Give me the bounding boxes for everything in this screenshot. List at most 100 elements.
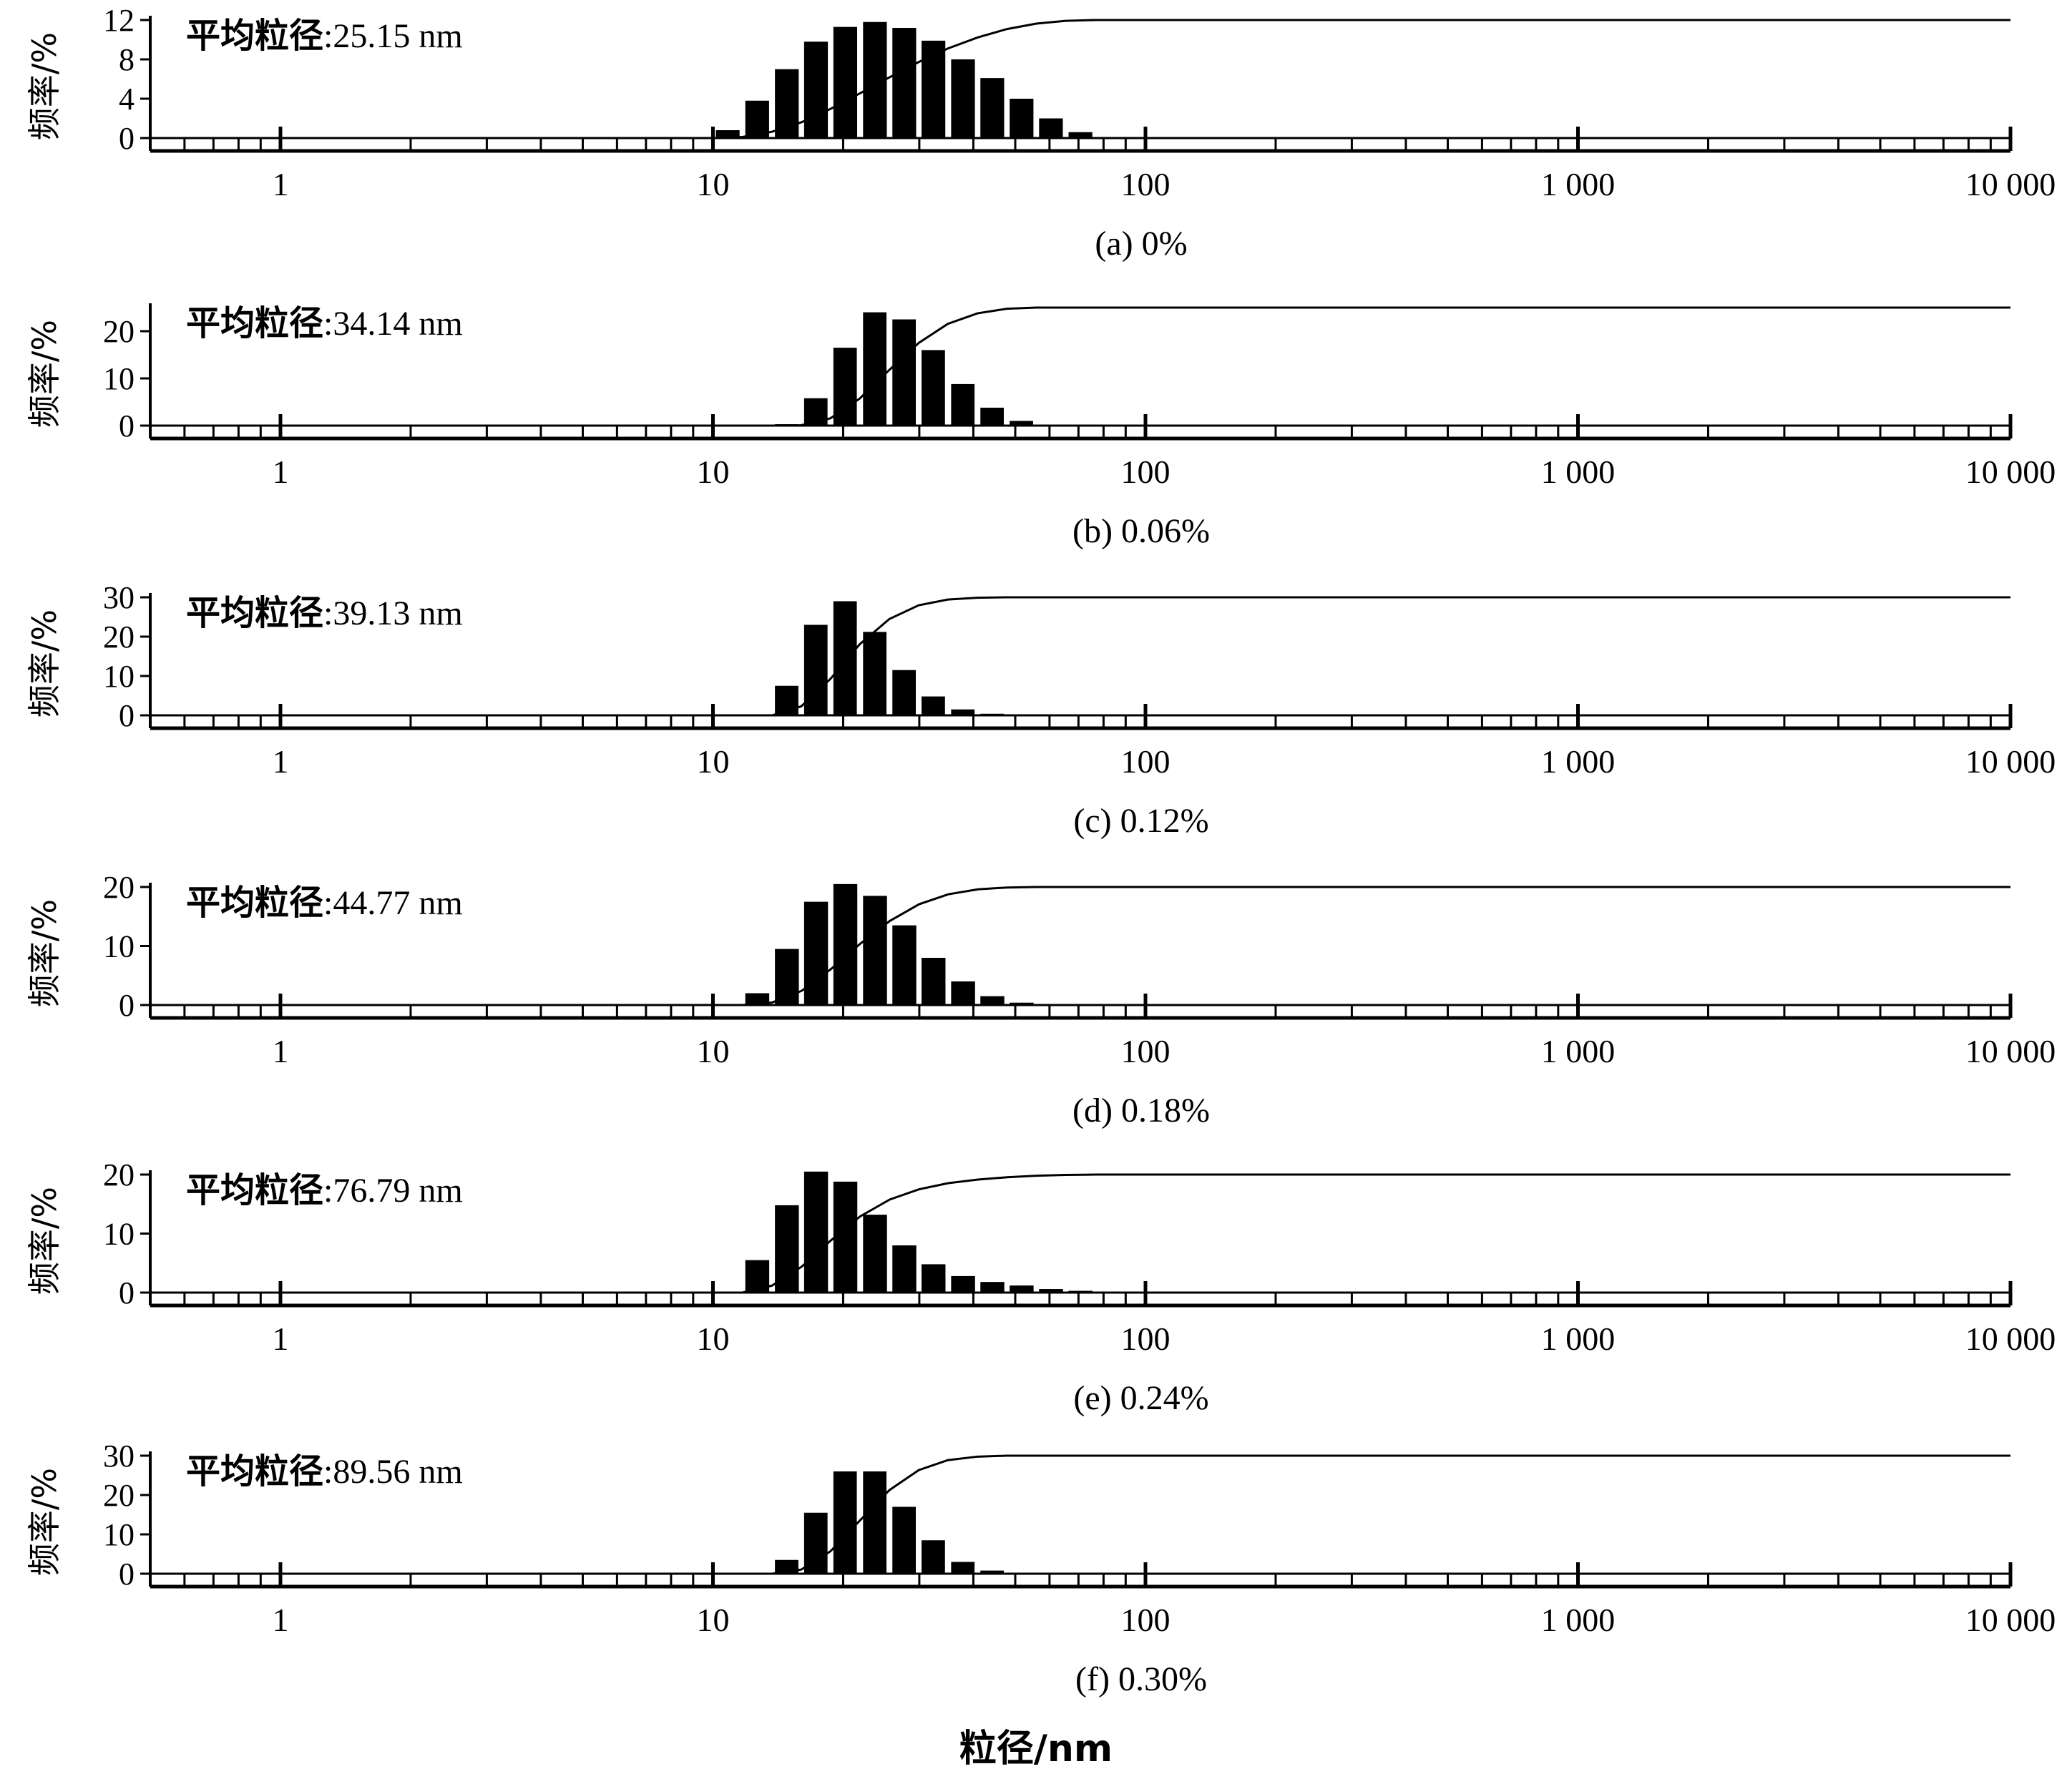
histogram-bar: [892, 1506, 917, 1574]
histogram-bar: [980, 1282, 1005, 1293]
x-tick-label: 1: [272, 1033, 288, 1069]
y-tick-label: 20: [103, 1478, 135, 1513]
y-tick-label: 20: [103, 870, 135, 905]
x-tick-label: 1: [272, 743, 288, 780]
histogram-bar: [980, 78, 1005, 138]
histogram-bar: [803, 1512, 828, 1574]
histogram-bar: [892, 925, 917, 1005]
chart-panel-d: 0 10 20 频率/% 1 10 100 1 000 10 000 平均粒径:44.77 nm (…: [25, 870, 2056, 1129]
histogram-bar: [745, 100, 769, 138]
histogram-bar: [892, 1245, 917, 1293]
y-tick-label: 0: [119, 408, 135, 444]
x-tick-label: 1 000: [1541, 1033, 1616, 1069]
histogram-bar: [863, 1471, 887, 1574]
chart-panel-a: 0 4 8 12 频率/% 1 10 100 1 000 10 000 平均粒径:25.15 nm (…: [25, 3, 2056, 263]
y-tick-label: 30: [103, 1439, 135, 1474]
x-tick-label: 10: [696, 454, 729, 490]
histogram-bar: [745, 993, 770, 1005]
panel-caption: (b) 0.06%: [1072, 512, 1210, 550]
y-tick-label: 0: [119, 1275, 135, 1310]
y-axis-title: 频率/%: [25, 609, 64, 717]
x-tick-label: 100: [1120, 454, 1170, 490]
mean-size-annotation: 平均粒径:44.77 nm: [186, 883, 463, 923]
histogram-bar: [833, 883, 858, 1005]
x-tick-label: 100: [1120, 1602, 1170, 1638]
cumulative-line: [150, 306, 2010, 427]
histogram-bar: [980, 1570, 1005, 1574]
histogram-bar: [1039, 1289, 1063, 1293]
panel-caption: (d) 0.18%: [1072, 1092, 1210, 1129]
chart-panel-b: 0 10 20 频率/% 1 10 100 1 000 10 000 平均粒径:34.14 nm (…: [25, 303, 2056, 550]
y-axis-title: 频率/%: [25, 1187, 64, 1295]
y-tick-label: 0: [119, 1557, 135, 1592]
histogram-bar: [951, 1275, 975, 1293]
histogram-bar: [1068, 132, 1093, 138]
y-axis-title: 频率/%: [25, 32, 64, 140]
y-tick-label: 0: [119, 988, 135, 1023]
histogram-bar: [980, 996, 1005, 1005]
panel-caption: (c) 0.12%: [1073, 802, 1208, 840]
histogram-bar: [803, 901, 829, 1005]
y-tick-label: 4: [119, 82, 135, 117]
y-tick-label: 8: [119, 42, 135, 77]
panel-caption: (f) 0.30%: [1075, 1660, 1207, 1698]
histogram-bar: [833, 1181, 858, 1293]
y-tick-label: 10: [103, 1217, 135, 1252]
x-tick-label: 10: [696, 743, 729, 780]
cumulative-line: [150, 886, 2010, 1006]
panel-caption: (e) 0.24%: [1073, 1379, 1208, 1417]
chart-panel-f: 0 10 20 30 频率/% 1 10 100 1 000 10 000 平均粒径:89.56 n…: [25, 1439, 2056, 1698]
x-tick-label: 1 000: [1541, 743, 1616, 780]
histogram-bar: [922, 958, 946, 1005]
x-tick-label: 10: [696, 1033, 729, 1069]
histogram-bar: [951, 709, 975, 715]
histogram-bar: [892, 28, 917, 138]
histogram-bar: [833, 1471, 857, 1574]
histogram-bar: [980, 407, 1005, 426]
histogram-bar: [803, 1171, 829, 1293]
x-tick-label: 1: [272, 1320, 288, 1357]
histogram-bar: [922, 40, 946, 138]
y-tick-label: 10: [103, 659, 135, 694]
x-tick-label: 10 000: [1965, 1602, 2056, 1638]
y-axis-title: 频率/%: [25, 320, 64, 428]
x-tick-label: 1: [272, 1602, 288, 1638]
y-tick-label: 12: [103, 3, 135, 38]
histogram-bar: [1010, 1285, 1034, 1293]
x-tick-label: 10: [696, 166, 729, 202]
x-tick-label: 100: [1120, 1320, 1170, 1357]
x-tick-label: 100: [1120, 166, 1170, 202]
panel-caption: (a) 0%: [1095, 225, 1187, 263]
y-tick-label: 10: [103, 361, 135, 396]
histogram-bar: [833, 26, 858, 138]
x-tick-label: 10: [696, 1602, 729, 1638]
mean-size-annotation: 平均粒径:76.79 nm: [186, 1170, 463, 1210]
histogram-bar: [922, 350, 945, 426]
cumulative-line: [150, 596, 2010, 717]
histogram-bar: [892, 670, 917, 715]
y-tick-label: 20: [103, 619, 135, 655]
x-tick-label: 10 000: [1965, 1033, 2056, 1069]
x-tick-label: 10 000: [1965, 454, 2056, 490]
x-tick-label: 1 000: [1541, 1602, 1616, 1638]
histogram-bar: [892, 319, 917, 426]
x-tick-label: 10 000: [1965, 1320, 2056, 1357]
histogram-bar: [1010, 1002, 1034, 1005]
x-tick-label: 1 000: [1541, 166, 1616, 202]
histogram-bar: [863, 632, 887, 715]
y-tick-label: 10: [103, 929, 135, 964]
histogram-bar: [922, 1264, 946, 1293]
x-tick-label: 1 000: [1541, 1320, 1616, 1357]
mean-size-annotation: 平均粒径:39.13 nm: [186, 593, 463, 633]
y-tick-label: 30: [103, 580, 135, 615]
histogram-bar: [1068, 1290, 1093, 1293]
chart-panel-c: 0 10 20 30 频率/% 1 10 100 1 000 10 000 平均粒径:39.13 n…: [25, 580, 2056, 840]
y-axis-title: 频率/%: [25, 899, 64, 1007]
histogram-bar: [833, 601, 857, 715]
x-tick-label: 10: [696, 1320, 729, 1357]
cumulative-line: [150, 1173, 2010, 1294]
histogram-bar: [863, 1215, 887, 1293]
x-tick-label: 10 000: [1965, 166, 2056, 202]
